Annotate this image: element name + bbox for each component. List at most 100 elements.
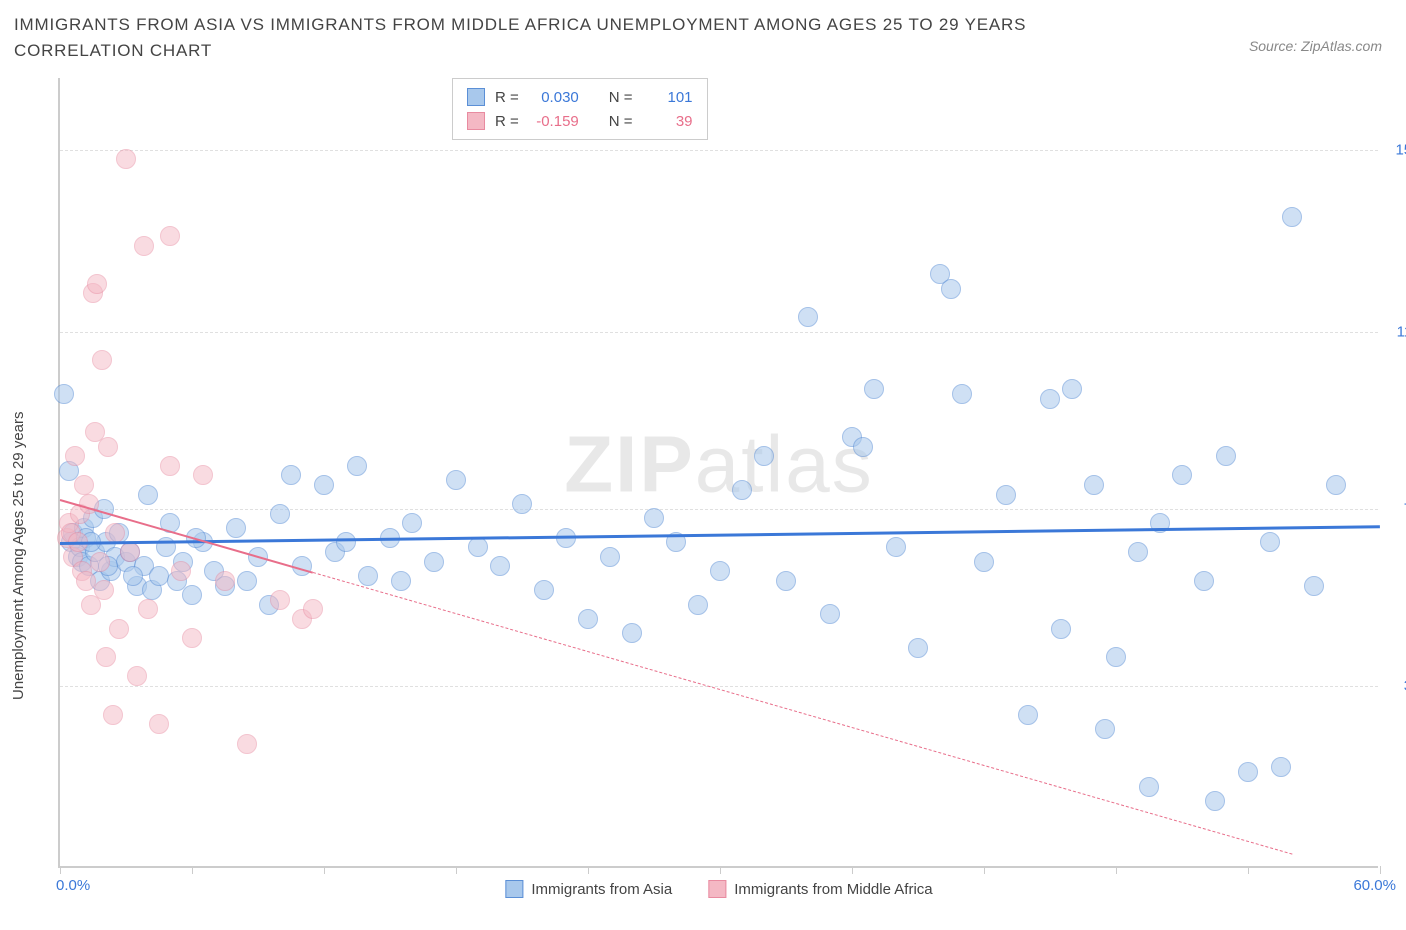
- scatter-point: [237, 734, 257, 754]
- r-value: 0.030: [529, 89, 579, 106]
- scatter-point: [358, 566, 378, 586]
- scatter-point: [109, 619, 129, 639]
- x-tick: [984, 866, 985, 874]
- scatter-point: [908, 638, 928, 658]
- scatter-point: [92, 350, 112, 370]
- watermark: ZIPatlas: [564, 419, 873, 511]
- scatter-point: [347, 456, 367, 476]
- x-tick: [1248, 866, 1249, 874]
- scatter-point: [215, 571, 235, 591]
- scatter-point: [644, 508, 664, 528]
- legend-swatch: [708, 880, 726, 898]
- scatter-point: [54, 384, 74, 404]
- scatter-point: [314, 475, 334, 495]
- scatter-point: [98, 437, 118, 457]
- y-tick-label: 7.5%: [1384, 500, 1406, 517]
- legend-label: Immigrants from Middle Africa: [734, 881, 932, 898]
- scatter-point: [1095, 719, 1115, 739]
- scatter-point: [182, 628, 202, 648]
- x-tick: [588, 866, 589, 874]
- scatter-point: [732, 480, 752, 500]
- scatter-point: [116, 149, 136, 169]
- x-tick: [1380, 866, 1381, 874]
- scatter-point: [171, 561, 191, 581]
- r-label: R =: [495, 89, 519, 106]
- x-tick: [60, 866, 61, 874]
- legend-swatch: [505, 880, 523, 898]
- scatter-point: [534, 580, 554, 600]
- y-tick-label: 15.0%: [1384, 141, 1406, 158]
- scatter-point: [120, 542, 140, 562]
- scatter-point: [424, 552, 444, 572]
- scatter-point: [391, 571, 411, 591]
- scatter-point: [103, 705, 123, 725]
- scatter-point: [776, 571, 796, 591]
- gridline: [60, 332, 1378, 333]
- gridline: [60, 150, 1378, 151]
- n-label: N =: [609, 89, 633, 106]
- scatter-point: [1216, 446, 1236, 466]
- scatter-point: [402, 513, 422, 533]
- scatter-point: [853, 437, 873, 457]
- scatter-point: [864, 379, 884, 399]
- n-label: N =: [609, 113, 633, 130]
- trend-line: [313, 572, 1292, 855]
- scatter-point: [96, 647, 116, 667]
- scatter-point: [1205, 791, 1225, 811]
- scatter-point: [138, 599, 158, 619]
- x-tick: [852, 866, 853, 874]
- scatter-point: [270, 590, 290, 610]
- scatter-point: [94, 580, 114, 600]
- scatter-point: [237, 571, 257, 591]
- scatter-point: [468, 537, 488, 557]
- scatter-point: [1040, 389, 1060, 409]
- scatter-point: [1139, 777, 1159, 797]
- scatter-point: [622, 623, 642, 643]
- scatter-point: [134, 236, 154, 256]
- scatter-point: [941, 279, 961, 299]
- y-tick-label: 11.2%: [1384, 323, 1406, 340]
- n-value: 39: [643, 113, 693, 130]
- n-value: 101: [643, 89, 693, 106]
- scatter-point: [1106, 647, 1126, 667]
- scatter-point: [87, 274, 107, 294]
- scatter-point: [600, 547, 620, 567]
- chart-title: IMMIGRANTS FROM ASIA VS IMMIGRANTS FROM …: [14, 12, 1134, 63]
- legend-item: Immigrants from Middle Africa: [708, 880, 932, 898]
- stats-row: R =-0.159N =39: [467, 109, 693, 133]
- scatter-point: [138, 485, 158, 505]
- scatter-point: [1051, 619, 1071, 639]
- scatter-point: [688, 595, 708, 615]
- scatter-point: [1260, 532, 1280, 552]
- series-swatch: [467, 88, 485, 106]
- scatter-point: [74, 475, 94, 495]
- scatter-point: [820, 604, 840, 624]
- y-tick-label: 3.8%: [1384, 678, 1406, 695]
- scatter-point: [886, 537, 906, 557]
- y-axis-label: Unemployment Among Ages 25 to 29 years: [10, 411, 27, 700]
- scatter-point: [1238, 762, 1258, 782]
- legend-item: Immigrants from Asia: [505, 880, 672, 898]
- scatter-point: [270, 504, 290, 524]
- scatter-point: [1271, 757, 1291, 777]
- scatter-point: [127, 666, 147, 686]
- scatter-point: [1304, 576, 1324, 596]
- trend-line: [60, 526, 1380, 545]
- scatter-point: [1172, 465, 1192, 485]
- scatter-point: [710, 561, 730, 581]
- scatter-point: [182, 585, 202, 605]
- scatter-point: [512, 494, 532, 514]
- scatter-point: [446, 470, 466, 490]
- x-axis-min-label: 0.0%: [56, 877, 90, 894]
- correlation-stats-box: R =0.030N =101R =-0.159N =39: [452, 78, 708, 140]
- scatter-point: [1326, 475, 1346, 495]
- scatter-point: [1084, 475, 1104, 495]
- legend-label: Immigrants from Asia: [531, 881, 672, 898]
- scatter-point: [105, 523, 125, 543]
- scatter-point: [193, 465, 213, 485]
- scatter-point: [65, 446, 85, 466]
- scatter-point: [1128, 542, 1148, 562]
- scatter-point: [90, 552, 110, 572]
- watermark-bold: ZIP: [564, 420, 694, 509]
- chart-plot-area: ZIPatlas R =0.030N =101R =-0.159N =39 0.…: [58, 78, 1378, 868]
